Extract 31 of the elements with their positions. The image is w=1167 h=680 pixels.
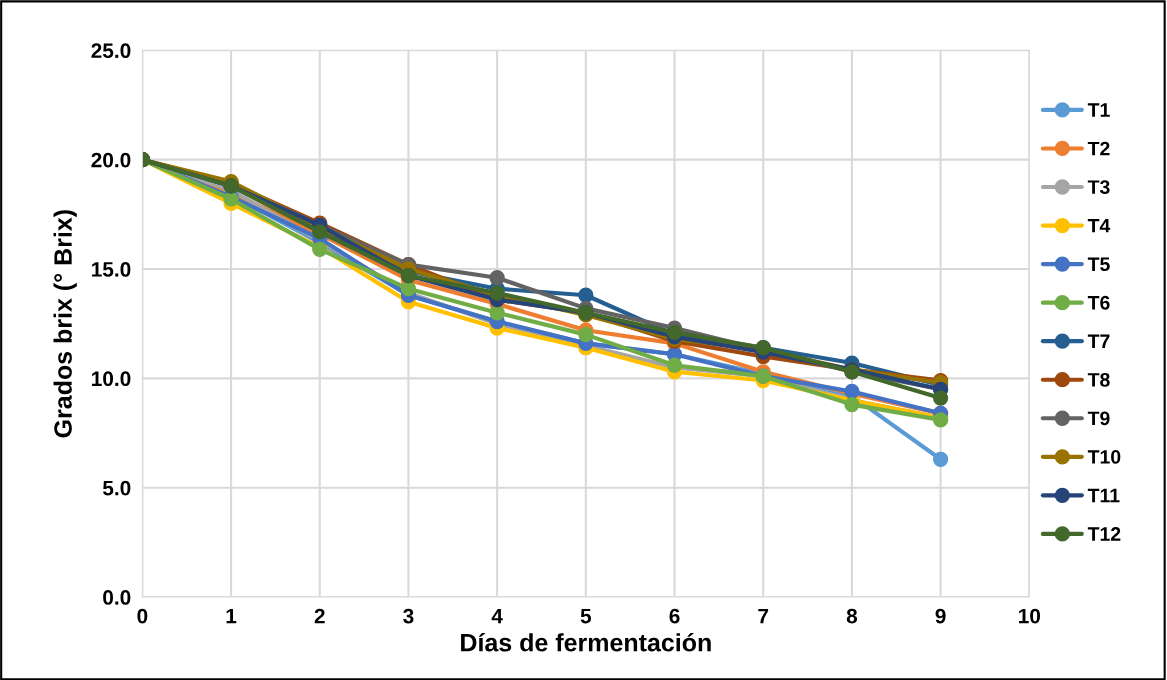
legend-label: T8 <box>1087 372 1110 387</box>
y-tick-label: 0.0 <box>103 590 131 605</box>
y-tick-label: 25.0 <box>91 43 131 59</box>
x-tick-label: 1 <box>226 608 237 624</box>
legend-label: T11 <box>1087 488 1120 503</box>
x-tick-label: 9 <box>935 608 946 624</box>
legend-label: T3 <box>1087 180 1110 195</box>
y-tick-label: 10.0 <box>92 371 131 387</box>
x-tick-label: 8 <box>846 608 858 624</box>
x-tick-label: 0 <box>137 608 148 624</box>
legend-label: T4 <box>1087 218 1111 233</box>
y-axis-title: Grados brix (° Brix) <box>53 210 77 438</box>
x-tick-label: 4 <box>491 608 503 624</box>
y-tick-label: 20.0 <box>91 152 131 168</box>
legend-label: T9 <box>1087 411 1110 426</box>
x-tick-label: 6 <box>669 608 680 624</box>
x-tick-label: 10 <box>1019 608 1041 624</box>
x-axis-title: Días de fermentación <box>461 632 711 652</box>
legend-label: T12 <box>1087 527 1121 541</box>
y-tick-label: 5.0 <box>102 480 131 496</box>
legend-label: T5 <box>1087 257 1110 272</box>
legend-label: T10 <box>1087 450 1121 464</box>
y-tick-label: 15.0 <box>92 262 131 277</box>
legend-label: T2 <box>1087 141 1110 156</box>
x-tick-label: 3 <box>403 608 414 624</box>
legend-label: T7 <box>1087 334 1110 348</box>
x-tick-label: 2 <box>314 608 325 624</box>
legend-label: T1 <box>1087 103 1110 117</box>
x-tick-label: 5 <box>580 608 592 624</box>
x-tick-label: 7 <box>758 608 769 624</box>
legend-label: T6 <box>1087 295 1110 310</box>
